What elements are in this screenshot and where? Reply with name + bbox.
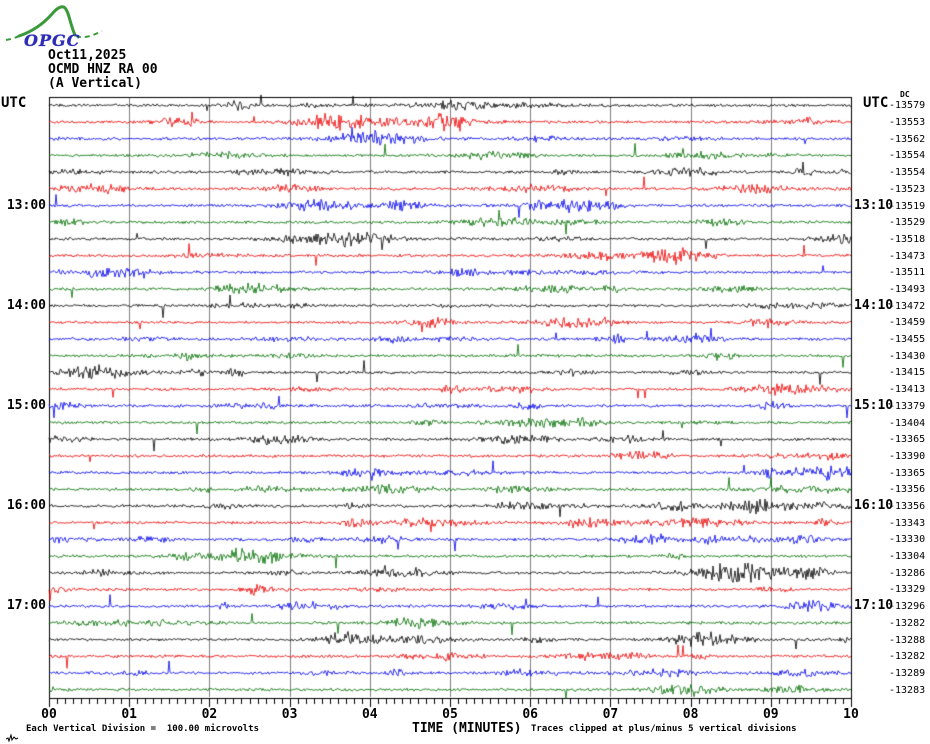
x-tick-label: 04 xyxy=(361,707,378,722)
x-tick-label: 02 xyxy=(201,707,218,722)
scale-footnote: Each Vertical Division = 100.00 microvol… xyxy=(26,724,259,734)
hour-label-left: 14:00 xyxy=(6,297,46,313)
x-tick-label: 06 xyxy=(522,707,539,722)
dc-offset-value: -13519 xyxy=(889,200,926,212)
x-tick-label: 05 xyxy=(442,707,458,722)
dc-offset-value: -13282 xyxy=(889,651,926,663)
hour-label-left: 13:00 xyxy=(6,197,46,213)
dc-offset-value: -13379 xyxy=(889,400,926,412)
dc-offset-value: -13329 xyxy=(889,584,926,596)
logo-curve-right-dash xyxy=(75,30,103,39)
dc-offset-value: -13356 xyxy=(889,501,926,512)
dc-offset-value: -13493 xyxy=(889,283,926,295)
dc-offset-value: -13562 xyxy=(889,133,926,145)
utc-label-right: UTC xyxy=(863,95,889,111)
dc-offset-value: -13390 xyxy=(889,450,926,462)
x-tick-label: 00 xyxy=(41,707,57,722)
dc-offset-value: -13413 xyxy=(889,384,926,396)
dc-offset-value: -13404 xyxy=(889,417,926,429)
dc-offset-value: -13286 xyxy=(889,567,926,579)
dc-offset-value: -13529 xyxy=(889,217,926,229)
dc-offset-value: -13356 xyxy=(889,484,926,496)
dc-offset-value: -13554 xyxy=(889,167,926,179)
dc-offset-value: -13473 xyxy=(889,250,926,262)
x-tick-label: 10 xyxy=(843,707,859,722)
opgc-logo: OPGC xyxy=(5,5,103,50)
dc-offset-value: -13296 xyxy=(889,601,926,613)
hour-label-left: 15:00 xyxy=(6,397,46,413)
mini-trace-icon xyxy=(5,728,19,744)
dc-offset-value: -13511 xyxy=(889,267,926,279)
dc-offset-value: -13553 xyxy=(889,117,926,129)
dc-offset-value: -13304 xyxy=(889,551,926,563)
dc-offset-value: -13455 xyxy=(889,334,926,346)
dc-offset-value: -13289 xyxy=(889,667,926,679)
header-station: OCMD HNZ RA 00 xyxy=(48,62,158,77)
x-tick-label: 01 xyxy=(121,707,138,722)
hour-label-right: 14:10 xyxy=(854,297,894,313)
dc-offset-value: -13523 xyxy=(889,183,926,195)
dc-offset-value: -13283 xyxy=(889,684,926,696)
dc-offset-value: -13579 xyxy=(889,100,926,112)
x-tick-label: 07 xyxy=(602,707,619,722)
dc-offset-value: -13365 xyxy=(889,434,926,446)
dc-offset-value: -13459 xyxy=(889,317,926,329)
dc-column-header: DC xyxy=(900,90,910,99)
dc-offset-value: -13415 xyxy=(889,367,926,379)
x-tick-label: 09 xyxy=(762,707,779,722)
utc-label-left: UTC xyxy=(1,95,27,111)
logo-text: OPGC xyxy=(24,31,80,50)
x-tick-label: 03 xyxy=(281,707,298,722)
dc-offset-value: -13472 xyxy=(889,300,926,312)
dc-offset-value: -13343 xyxy=(889,517,926,529)
dc-offset-value: -13288 xyxy=(889,634,926,646)
hour-label-right: 15:10 xyxy=(854,397,894,413)
dc-offset-value: -13430 xyxy=(889,350,926,362)
dc-offset-value: -13365 xyxy=(889,467,926,479)
hour-label-left: 16:00 xyxy=(6,498,46,513)
dc-offset-value: -13282 xyxy=(889,617,926,629)
dc-offset-value: -13330 xyxy=(889,534,926,546)
clip-footnote: Traces clipped at plus/minus 5 vertical … xyxy=(531,724,797,734)
logo-curve-main xyxy=(17,5,77,38)
x-axis-title: TIME (MINUTES) xyxy=(412,721,522,736)
dc-offset-value: -13554 xyxy=(889,150,926,162)
hour-label-left: 17:00 xyxy=(6,598,46,614)
header-date: Oct11,2025 xyxy=(48,48,127,63)
header-channel: (A Vertical) xyxy=(48,76,142,91)
x-tick-label: 08 xyxy=(682,707,699,722)
dc-offset-value: -13518 xyxy=(889,233,926,245)
hour-label-right: 17:10 xyxy=(854,598,894,614)
hour-label-right: 13:10 xyxy=(854,197,894,213)
logo-curve-left-dash xyxy=(5,34,22,41)
hour-label-right: 16:10 xyxy=(854,498,894,513)
